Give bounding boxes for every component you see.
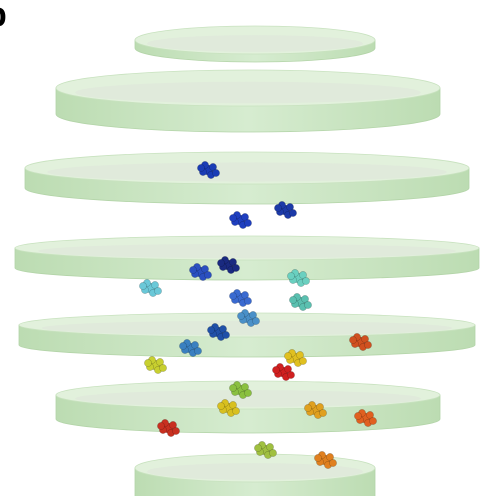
slab (15, 236, 479, 280)
atom (212, 169, 219, 176)
atom (194, 347, 201, 354)
cluster (139, 279, 161, 296)
atom (229, 384, 236, 391)
atom (329, 459, 336, 466)
atom (252, 317, 259, 324)
atom (172, 427, 179, 434)
atom (154, 287, 161, 294)
panel-label: b (0, 0, 7, 34)
cluster (272, 363, 294, 380)
cluster (229, 211, 251, 228)
slab-inner (75, 82, 421, 104)
slab (56, 70, 440, 132)
atom (314, 454, 321, 461)
slab (25, 152, 469, 204)
atom (244, 297, 251, 304)
atom (159, 364, 166, 371)
atom (254, 444, 261, 451)
atom (287, 272, 294, 279)
slab-inner (47, 162, 447, 181)
atom (269, 449, 276, 456)
atom (302, 277, 309, 284)
atom (232, 264, 239, 271)
atom (354, 412, 361, 419)
atom (229, 214, 236, 221)
atom (369, 417, 376, 424)
slabs (15, 26, 479, 496)
atom (157, 422, 164, 429)
slab-inner (147, 35, 363, 52)
atom (207, 326, 214, 333)
atom (304, 404, 311, 411)
atom (222, 331, 229, 338)
atom (284, 352, 291, 359)
atom (179, 342, 186, 349)
atom (364, 341, 371, 348)
atom (197, 164, 204, 171)
atom (232, 407, 239, 414)
atom (229, 292, 236, 299)
atom (287, 371, 294, 378)
cluster (229, 289, 251, 306)
atom (217, 402, 224, 409)
slab (135, 26, 375, 62)
atom (289, 209, 296, 216)
slab-inner (38, 244, 456, 258)
atom (304, 301, 311, 308)
slab (135, 454, 375, 496)
atom (274, 204, 281, 211)
cluster (144, 356, 166, 373)
atom (237, 312, 244, 319)
atom (204, 271, 211, 278)
atom (289, 296, 296, 303)
atom (139, 282, 146, 289)
atom (319, 409, 326, 416)
atom (272, 366, 279, 373)
atom (244, 219, 251, 226)
atom (244, 389, 251, 396)
atom (189, 266, 196, 273)
atom (144, 359, 151, 366)
atom (217, 259, 224, 266)
figure: b (0, 0, 489, 496)
atom (349, 336, 356, 343)
cluster (289, 293, 311, 310)
atom (299, 357, 306, 364)
